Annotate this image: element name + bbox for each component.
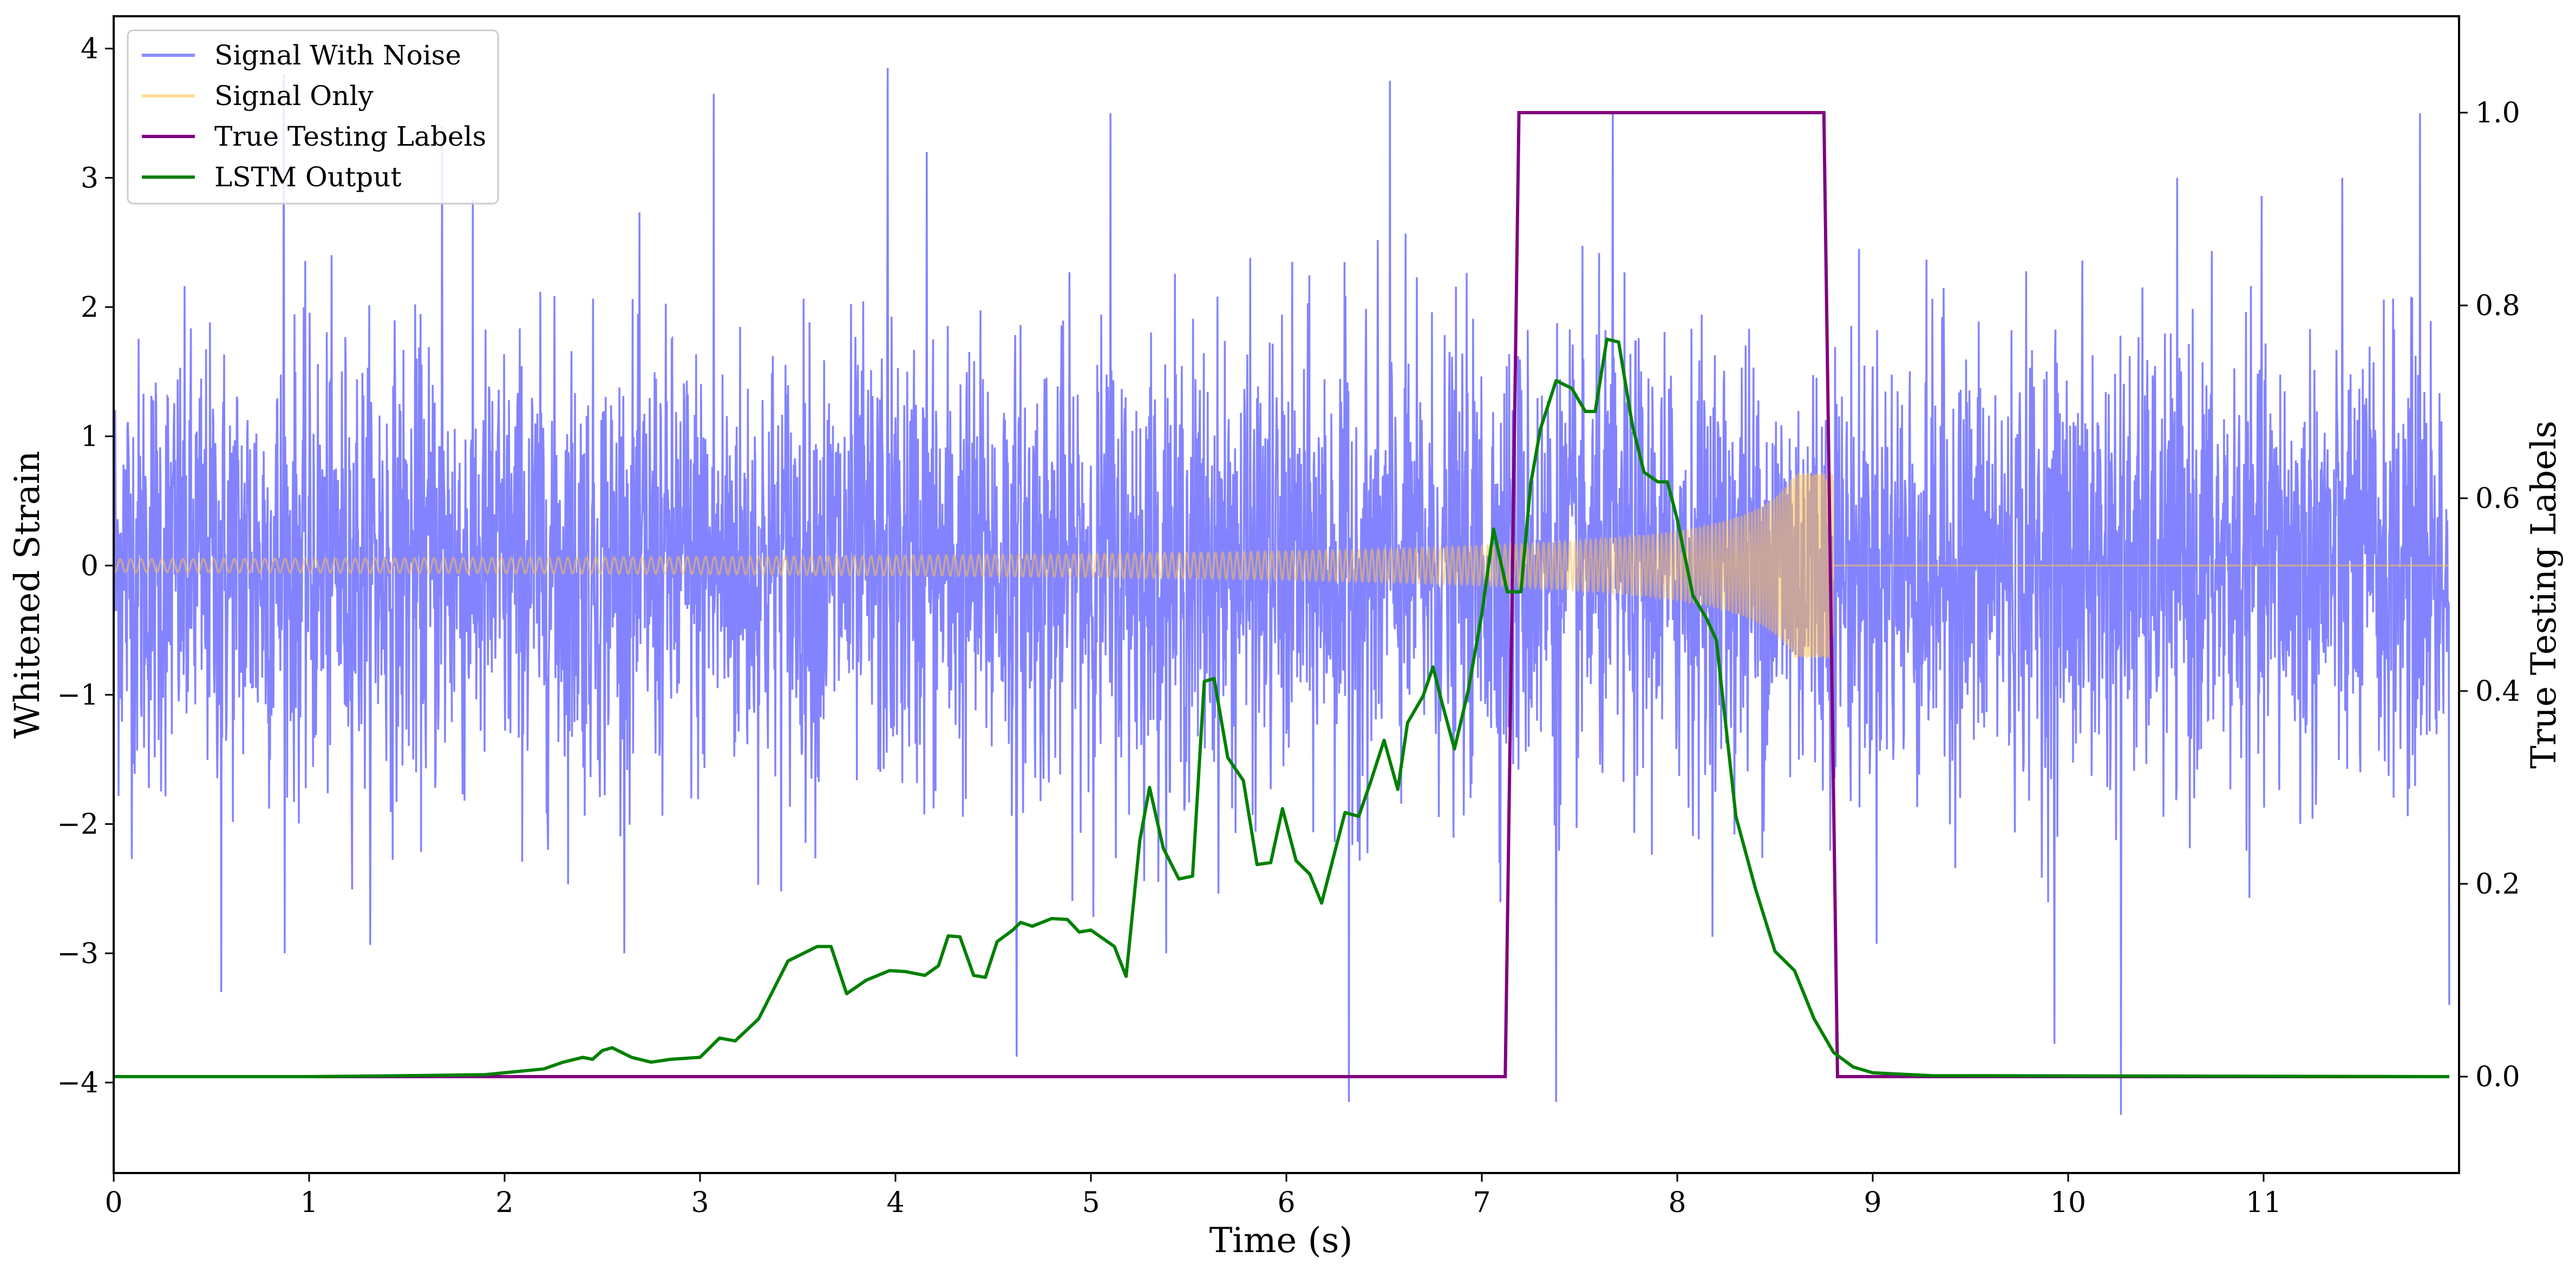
y-right-tick-label: 0.6 [2475, 483, 2520, 515]
y-axis-right-label: True Testing Labels [2524, 421, 2564, 769]
legend-frame [127, 29, 499, 205]
x-tick-label: 3 [691, 1187, 709, 1219]
x-tick-label: 6 [1277, 1187, 1295, 1219]
series-line-lstm-output [114, 337, 2449, 1078]
x-tick-label: 5 [1082, 1187, 1100, 1219]
x-axis-label: Time (s) [1209, 1221, 1353, 1261]
legend-item-lstm-output: LSTM Output [142, 161, 401, 193]
y-axis-right-ticks: 0.0 0.2 0.4 0.6 0.8 1.0 [2459, 97, 2520, 1093]
y-tick-label: 2 [81, 291, 99, 324]
y-right-tick-label: 0.2 [2475, 868, 2520, 901]
x-tick-label: 1 [300, 1187, 318, 1219]
y-tick-label: 4 [81, 33, 99, 66]
y-right-tick-label: 0.4 [2475, 675, 2520, 708]
legend-label: LSTM Output [214, 161, 401, 193]
x-tick-label: 11 [2246, 1187, 2281, 1219]
y-tick-label: −3 [57, 937, 99, 970]
x-tick-label: 8 [1668, 1187, 1686, 1219]
y-tick-label: 0 [81, 550, 99, 582]
y-tick-label: 3 [81, 162, 99, 194]
x-tick-label: 4 [886, 1187, 904, 1219]
legend-item-true-testing-labels: True Testing Labels [142, 121, 486, 152]
y-tick-label: −2 [57, 809, 99, 841]
y-tick-label: 1 [81, 421, 99, 453]
legend: Signal With Noise Signal Only True Testi… [127, 29, 499, 205]
y-tick-label: −1 [57, 679, 99, 712]
x-tick-label: 9 [1864, 1187, 1881, 1219]
x-tick-label: 0 [104, 1187, 122, 1219]
series-line-signal-with-noise [114, 68, 2450, 1115]
y-tick-label: −4 [57, 1067, 99, 1099]
x-axis-ticks: 0 1 2 3 4 5 6 7 8 9 10 11 [104, 1173, 2281, 1219]
legend-label: Signal With Noise [214, 40, 461, 71]
series-line-signal-only [114, 472, 2449, 659]
legend-label: Signal Only [214, 80, 374, 112]
legend-label: True Testing Labels [214, 121, 486, 152]
y-axis-left-ticks: −4 −3 −2 −1 0 1 2 3 4 [57, 33, 114, 1099]
y-right-tick-label: 0.0 [2475, 1061, 2520, 1093]
x-tick-label: 2 [495, 1187, 513, 1219]
x-tick-label: 7 [1473, 1187, 1490, 1219]
y-right-tick-label: 1.0 [2475, 97, 2520, 129]
legend-item-signal-only: Signal Only [142, 80, 374, 112]
series-layer [114, 68, 2450, 1115]
legend-item-signal-with-noise: Signal With Noise [142, 40, 461, 71]
y-right-tick-label: 0.8 [2475, 290, 2520, 322]
x-tick-label: 10 [2050, 1187, 2086, 1219]
y-axis-left-label: Whitened Strain [8, 451, 48, 738]
